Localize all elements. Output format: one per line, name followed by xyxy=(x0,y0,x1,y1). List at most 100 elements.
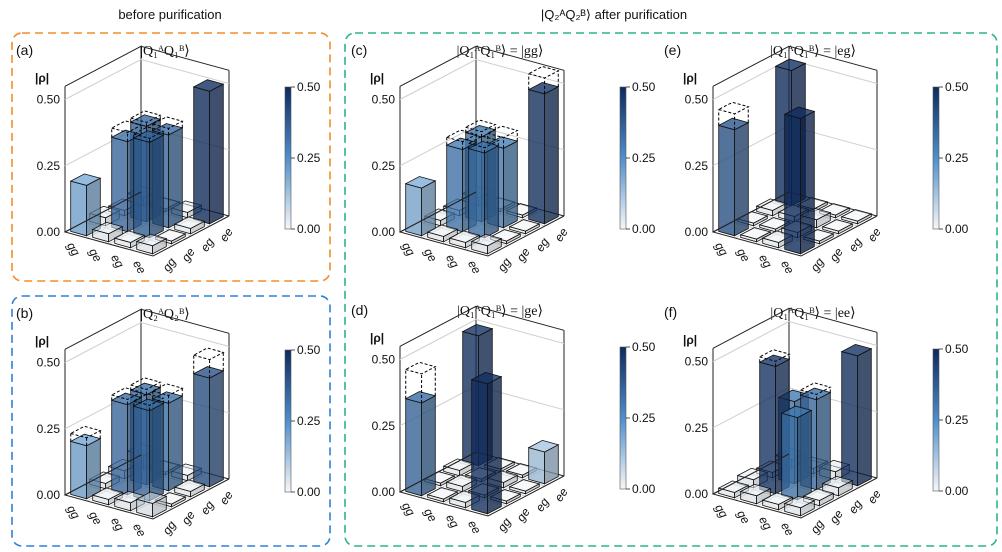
z-tick-label: 0.25 xyxy=(372,419,396,433)
row-label: ee xyxy=(778,520,797,539)
bar xyxy=(840,343,873,487)
gridline xyxy=(399,318,565,360)
z-tick-label: 0.00 xyxy=(37,225,61,239)
panel-label: (d) xyxy=(351,302,368,318)
colorbar-tick-label: 0.25 xyxy=(297,151,321,165)
floor-front xyxy=(711,453,878,519)
z-axis-label: |ρ| xyxy=(370,331,384,345)
panel-title: |Q₁ᴬQ₁ᴮ⟩ = |ge⟩ xyxy=(457,304,543,319)
col-label: eg xyxy=(198,235,217,254)
row-label: gg xyxy=(399,500,418,519)
z-tick-label: 0.00 xyxy=(685,487,709,501)
floor-front xyxy=(398,451,565,517)
row-label: eg xyxy=(443,512,462,531)
colorbar-tick-label: 0.25 xyxy=(945,151,969,165)
col-label: gg xyxy=(160,255,179,274)
panel-title: |Q₂ᴬQ₂ᴮ⟩ xyxy=(140,307,190,322)
ideal-wireframe xyxy=(758,349,791,367)
ideal-wireframe xyxy=(486,125,519,149)
row-label: eg xyxy=(108,515,127,534)
col-label: eg xyxy=(846,235,865,254)
col-label: ge xyxy=(514,245,533,264)
ideal-wireframe xyxy=(132,393,165,411)
row-label: eg xyxy=(108,252,127,271)
colorbar xyxy=(619,86,627,230)
z-tick-label: 0.50 xyxy=(685,93,709,107)
colorbar-tick-label: 0.00 xyxy=(297,222,321,236)
col-label: gg xyxy=(808,517,827,536)
colorbar-tick-label: 0.25 xyxy=(945,413,969,427)
col-label: gg xyxy=(495,255,514,274)
z-tick-label: 0.50 xyxy=(685,355,709,369)
floor-front xyxy=(63,454,230,520)
colorbar-tick-label: 0.00 xyxy=(945,484,969,498)
gridline xyxy=(64,321,230,363)
col-label: ge xyxy=(179,245,198,264)
col-label: ge xyxy=(514,505,533,524)
bar xyxy=(470,371,503,515)
ideal-wireframe xyxy=(799,382,832,400)
row-label: gg xyxy=(64,503,83,522)
z-tick-label: 0.25 xyxy=(685,159,709,173)
colorbar-tick-label: 0.00 xyxy=(632,482,656,496)
col-label: eg xyxy=(533,235,552,254)
row-label: gg xyxy=(712,502,731,521)
bar xyxy=(783,495,816,517)
colorbar-tick-label: 0.50 xyxy=(297,80,321,94)
bar xyxy=(508,219,541,235)
row-label: ee xyxy=(465,258,484,277)
col-label: ee xyxy=(865,487,884,506)
colorbar-tick-label: 0.00 xyxy=(632,222,656,236)
row-label: eg xyxy=(756,252,775,271)
colorbar-tick-label: 0.25 xyxy=(297,414,321,428)
row-label: ge xyxy=(86,246,105,265)
ideal-wireframe xyxy=(445,129,478,150)
bar xyxy=(113,230,146,249)
bar xyxy=(758,217,791,233)
ideal-wireframe xyxy=(110,120,143,142)
col-label: eg xyxy=(846,497,865,516)
colorbar-tick-label: 0.50 xyxy=(632,80,656,94)
z-axis-label: |ρ| xyxy=(35,334,49,348)
bar xyxy=(527,81,560,225)
z-tick-label: 0.25 xyxy=(685,421,709,435)
row-label: ge xyxy=(86,509,105,528)
colorbar xyxy=(284,86,292,230)
panel-title: |Q₁ᴬQ₁ᴮ⟩ = |eg⟩ xyxy=(770,44,856,59)
ideal-wireframe xyxy=(69,425,102,446)
bar xyxy=(780,405,813,501)
z-tick-label: 0.50 xyxy=(37,93,61,107)
col-label: gg xyxy=(495,515,514,534)
colorbar xyxy=(619,346,627,490)
colorbar-tick-label: 0.25 xyxy=(632,411,656,425)
row-label: eg xyxy=(443,252,462,271)
bar xyxy=(426,487,459,503)
bar xyxy=(821,219,854,235)
bar xyxy=(192,366,225,488)
row-label: eg xyxy=(756,514,775,533)
col-label: ee xyxy=(217,225,236,244)
z-tick-label: 0.50 xyxy=(372,93,396,107)
z-axis-label: |ρ| xyxy=(370,71,384,85)
ideal-wireframe xyxy=(404,361,437,404)
col-label: ee xyxy=(552,225,571,244)
ideal-wireframe xyxy=(717,101,750,130)
floor-front xyxy=(711,191,878,257)
row-label: gg xyxy=(64,240,83,259)
panel-label: (e) xyxy=(664,42,681,58)
gridline xyxy=(712,320,878,362)
bar xyxy=(527,439,560,485)
bar xyxy=(467,140,500,239)
col-label: eg xyxy=(198,498,217,517)
ideal-wireframe xyxy=(527,65,560,94)
col-label: eg xyxy=(533,495,552,514)
bar xyxy=(840,209,873,225)
colorbar-tick-label: 0.50 xyxy=(945,80,969,94)
row-label: ee xyxy=(130,258,149,277)
bar xyxy=(717,117,750,237)
ideal-wireframe xyxy=(192,347,225,379)
bar xyxy=(132,398,165,502)
